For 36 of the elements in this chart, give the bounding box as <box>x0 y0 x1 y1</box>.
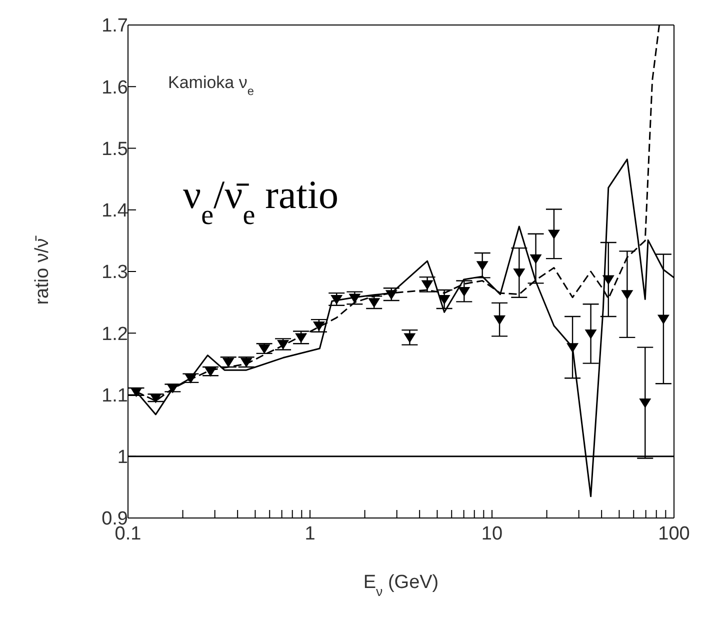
point <box>513 268 526 278</box>
point <box>458 287 470 297</box>
x-tick-label: 10 <box>481 523 503 544</box>
y-axis-title: ratio ν/ν̄ <box>32 235 53 305</box>
point <box>602 275 614 285</box>
y-tick-label: 1.1 <box>102 385 128 406</box>
point <box>130 387 142 398</box>
point <box>621 290 634 300</box>
x-tick-label: 1 <box>304 523 316 544</box>
point <box>368 298 380 308</box>
point <box>584 330 597 340</box>
point <box>277 340 290 350</box>
point <box>494 315 506 325</box>
annotation: Kamioka ν$_{e}$ <box>168 73 254 98</box>
point <box>385 290 398 300</box>
x-tick-label: 100 <box>658 523 690 544</box>
x-axis-title: E$_{ν}$ (GeV) <box>363 572 439 598</box>
y-tick-label: 1.2 <box>102 324 128 345</box>
point <box>421 280 434 290</box>
point <box>548 230 560 240</box>
y-tick-label: 1.4 <box>102 200 128 222</box>
y-tick-label: 1.3 <box>102 262 128 284</box>
y-tick-label: 1 <box>117 447 128 468</box>
point <box>566 343 579 353</box>
point <box>295 333 308 343</box>
point <box>476 261 488 271</box>
y-tick-label: 1.5 <box>102 138 128 160</box>
point <box>530 254 542 264</box>
point <box>438 295 450 305</box>
point <box>639 398 652 408</box>
point <box>404 333 416 343</box>
point <box>657 314 670 324</box>
y-tick-label: 1.7 <box>102 16 128 37</box>
y-tick-label: 1.6 <box>102 77 128 98</box>
point <box>258 344 270 354</box>
annotation: ν$_{e}$/ν̄$_{e}$ ratio <box>183 172 338 230</box>
